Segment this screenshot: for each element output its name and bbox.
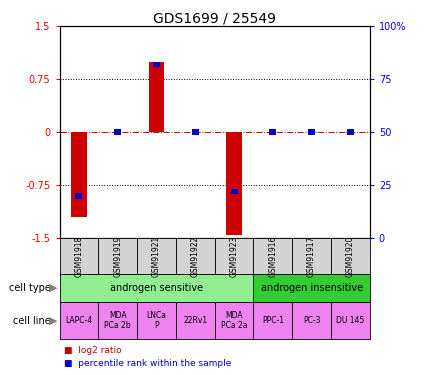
Bar (192, 129, 199, 135)
Text: MDA
PCa 2b: MDA PCa 2b (105, 311, 131, 330)
Bar (347, 129, 354, 135)
Text: 22Rv1: 22Rv1 (183, 316, 207, 325)
Bar (149, 62, 164, 132)
Bar (71, 132, 87, 217)
Text: LAPC-4: LAPC-4 (65, 316, 93, 325)
Text: ■  percentile rank within the sample: ■ percentile rank within the sample (64, 359, 231, 368)
Bar (230, 189, 238, 194)
Text: androgen insensitive: androgen insensitive (261, 283, 363, 293)
Text: cell type: cell type (9, 283, 51, 293)
Text: ▶: ▶ (49, 283, 57, 293)
Text: GSM91920: GSM91920 (346, 235, 355, 277)
Text: LNCa
P: LNCa P (147, 311, 167, 330)
Bar (269, 129, 276, 135)
Bar (226, 132, 242, 235)
Text: ■  log2 ratio: ■ log2 ratio (64, 346, 122, 355)
Bar (308, 129, 315, 135)
Text: MDA
PCa 2a: MDA PCa 2a (221, 311, 247, 330)
Bar (114, 129, 121, 135)
Title: GDS1699 / 25549: GDS1699 / 25549 (153, 11, 276, 25)
Text: cell line: cell line (13, 316, 51, 326)
Bar (75, 193, 82, 199)
Text: GSM91918: GSM91918 (74, 236, 83, 277)
Text: GSM91916: GSM91916 (268, 235, 277, 277)
Text: androgen sensitive: androgen sensitive (110, 283, 203, 293)
Text: GSM91922: GSM91922 (191, 236, 200, 277)
Text: PC-3: PC-3 (303, 316, 320, 325)
Text: GSM91921: GSM91921 (152, 236, 161, 277)
Text: GSM91917: GSM91917 (307, 235, 316, 277)
Bar (153, 62, 160, 67)
Text: GSM91923: GSM91923 (230, 235, 238, 277)
Text: GSM91919: GSM91919 (113, 235, 122, 277)
Text: ▶: ▶ (49, 316, 57, 326)
Text: PPC-1: PPC-1 (262, 316, 284, 325)
Text: DU 145: DU 145 (336, 316, 365, 325)
